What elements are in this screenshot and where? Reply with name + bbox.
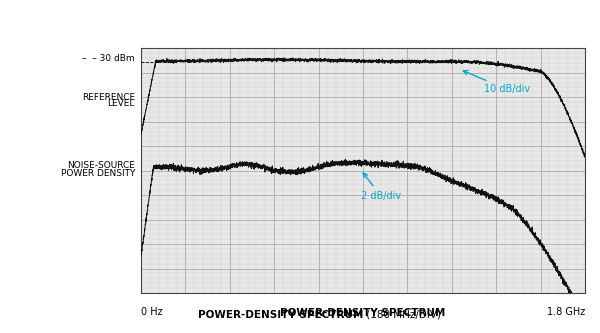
Text: (180 MHz/DIV): (180 MHz/DIV)	[363, 310, 441, 320]
Text: POWER DENSITY: POWER DENSITY	[61, 169, 135, 178]
Text: 1.8 GHz: 1.8 GHz	[547, 306, 585, 316]
Text: –  – 30 dBm: – – 30 dBm	[82, 54, 135, 63]
Text: POWER-DENSITY SPECTRUM: POWER-DENSITY SPECTRUM	[197, 310, 363, 320]
Text: 10 dB/div: 10 dB/div	[463, 71, 530, 94]
Text: 0 Hz: 0 Hz	[141, 306, 163, 316]
Text: 2 dB/div: 2 dB/div	[361, 173, 401, 201]
Text: LEVEL: LEVEL	[107, 99, 135, 108]
Text: POWER-DENSITY SPECTRUM: POWER-DENSITY SPECTRUM	[280, 308, 446, 318]
Text: (180 MHz/DIV): (180 MHz/DIV)	[324, 308, 402, 318]
Text: NOISE-SOURCE: NOISE-SOURCE	[67, 161, 135, 170]
Text: REFERENCE: REFERENCE	[82, 93, 135, 102]
